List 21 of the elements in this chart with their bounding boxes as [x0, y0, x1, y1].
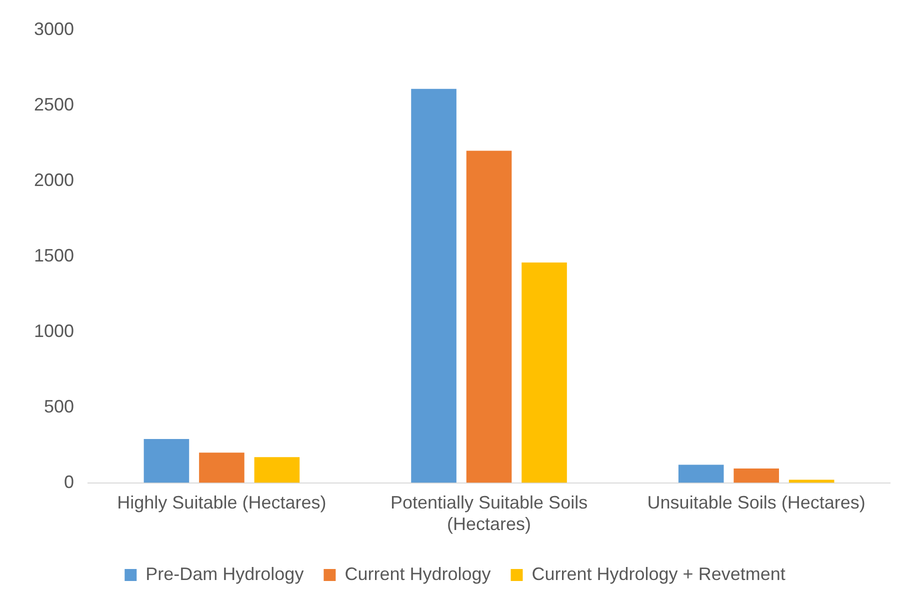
y-tick-label: 500	[44, 396, 74, 416]
x-tick-label: Highly Suitable (Hectares)	[117, 492, 326, 513]
legend-label: Pre-Dam Hydrology	[146, 564, 304, 584]
x-tick-label: Unsuitable Soils (Hectares)	[647, 492, 866, 513]
legend-label: Current Hydrology + Revetment	[532, 564, 786, 584]
legend-label: Current Hydrology	[344, 564, 491, 584]
bar	[144, 439, 190, 483]
bar	[678, 464, 724, 483]
bar	[411, 88, 456, 483]
bar	[466, 150, 512, 483]
y-tick-label: 0	[64, 472, 74, 492]
bar	[734, 468, 779, 483]
bar	[254, 457, 300, 483]
x-tick-label: Potentially Suitable Soils (Hectares)	[390, 492, 588, 534]
y-tick-label: 2500	[34, 94, 74, 114]
y-tick-label: 3000	[34, 18, 74, 39]
y-tick-label: 1000	[34, 320, 74, 341]
bar	[199, 452, 244, 483]
y-tick-label: 1500	[34, 245, 74, 266]
y-tick-label: 2000	[34, 170, 74, 190]
bar	[522, 262, 567, 483]
